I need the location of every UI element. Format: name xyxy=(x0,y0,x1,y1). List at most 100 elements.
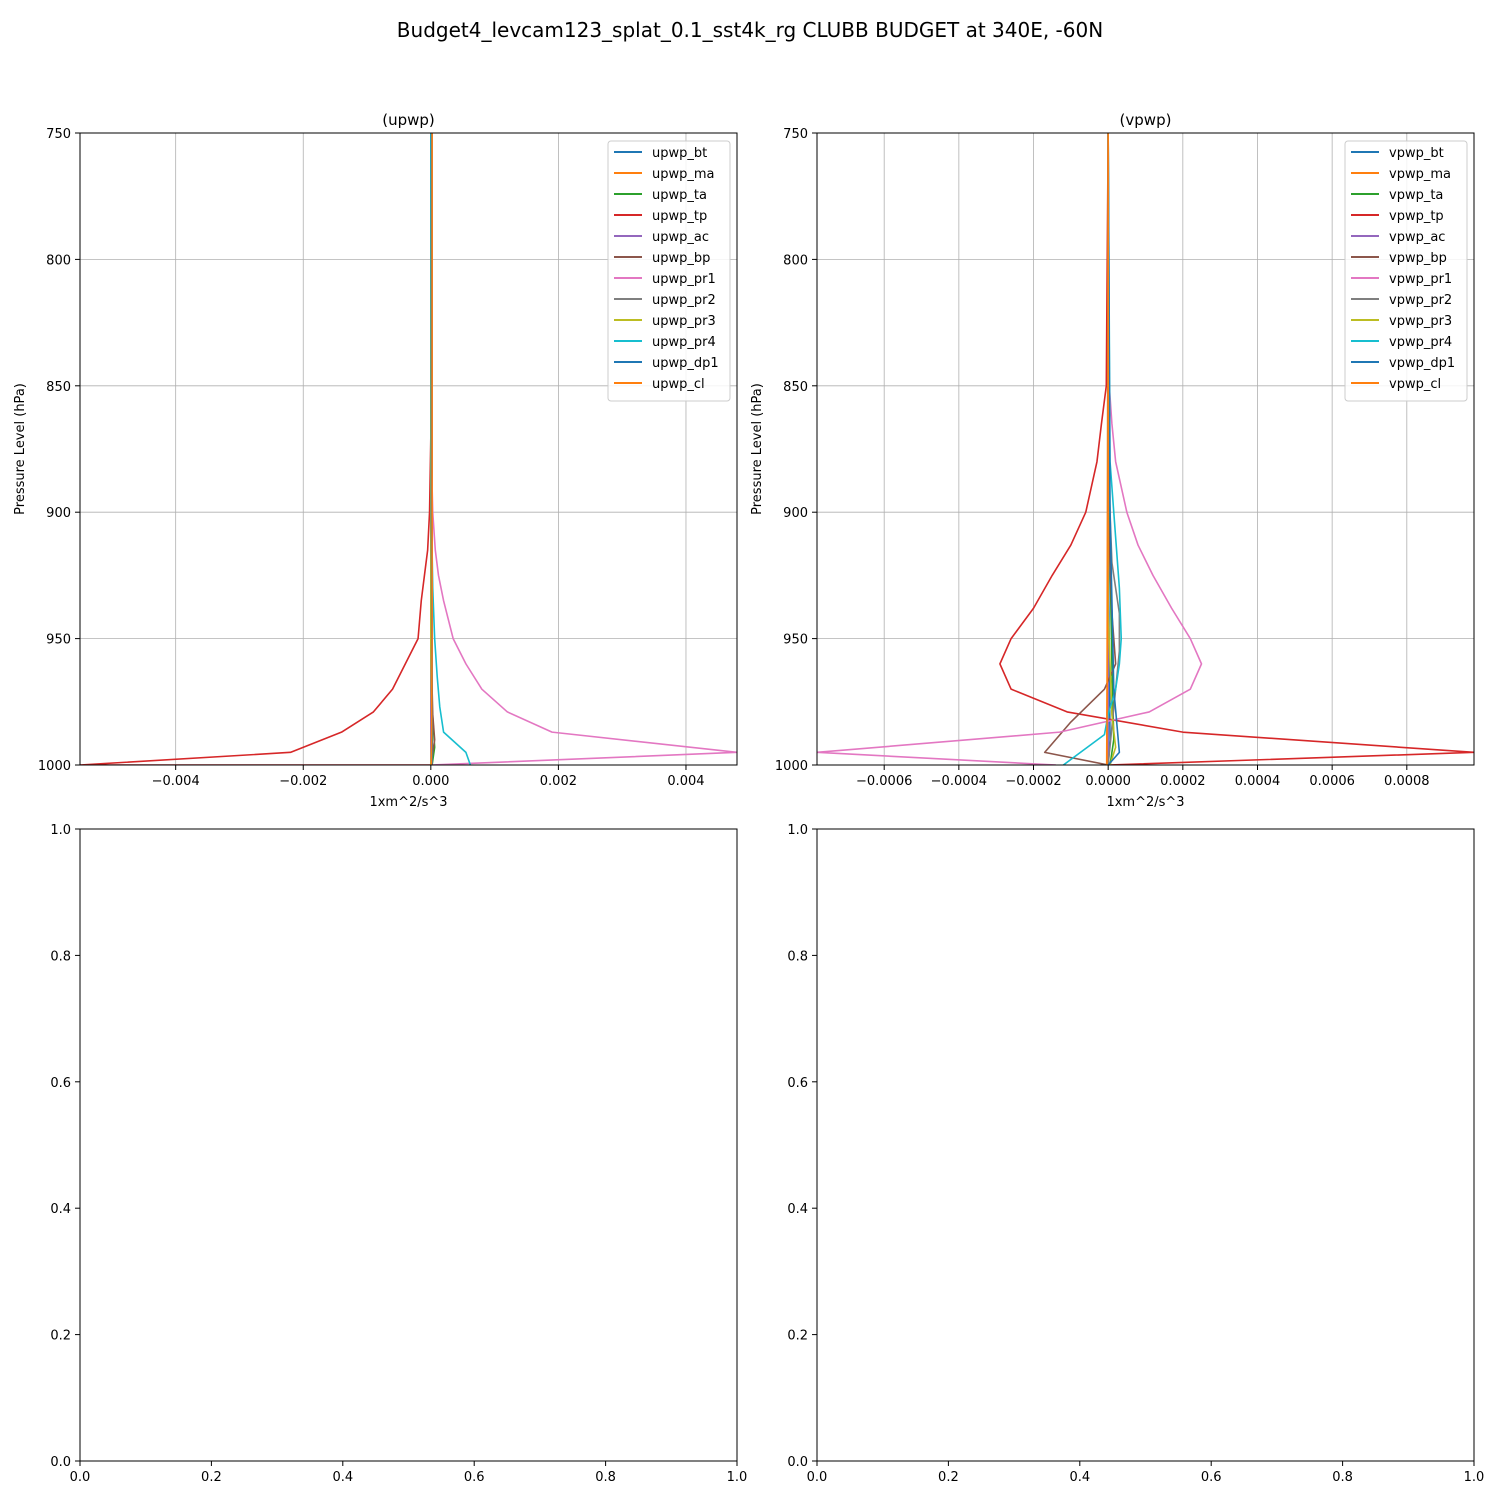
subplot-title: (upwp) xyxy=(382,111,435,129)
axes-frame xyxy=(79,828,738,1462)
x-tick-label: 1.0 xyxy=(727,1470,748,1485)
y-tick-label: 0.0 xyxy=(50,1455,71,1470)
series-group xyxy=(80,133,737,765)
x-tick-label: 0.4 xyxy=(332,1470,353,1485)
y-tick-label: 0.8 xyxy=(50,949,71,964)
y-tick-label: 1000 xyxy=(775,759,808,774)
y-tick-label: 0.8 xyxy=(787,949,808,964)
y-tick-label: 900 xyxy=(46,506,71,521)
legend-label: vpwp_pr3 xyxy=(1389,314,1452,329)
x-tick-label: −0.0004 xyxy=(931,774,987,789)
figure-title: Budget4_levcam123_splat_0.1_sst4k_rg CLU… xyxy=(397,18,1103,42)
x-tick-label: −0.002 xyxy=(279,774,327,789)
legend-label: upwp_pr4 xyxy=(652,335,716,350)
y-tick-label: 900 xyxy=(783,506,808,521)
subplot-1: −0.004 −0.002 0.000 0.002 0.004 750 800 850 900 9… xyxy=(13,111,738,810)
y-tick-label: 1000 xyxy=(38,759,71,774)
subplot-3: 0.0 0.2 0.4 0.6 0.8 1.0 0.0 0.2 0.4 0.6 0.8 1.0 xyxy=(50,823,747,1485)
legend-label: vpwp_ma xyxy=(1389,167,1451,182)
legend-label: upwp_ac xyxy=(652,230,709,245)
x-tick-label: −0.004 xyxy=(152,774,200,789)
legend-label: vpwp_dp1 xyxy=(1389,356,1455,371)
y-tick-label: 1.0 xyxy=(787,823,808,838)
x-tick-label: 0.2 xyxy=(201,1470,222,1485)
subplot-4: 0.0 0.2 0.4 0.6 0.8 1.0 0.0 0.2 0.4 0.6 0.8 1.0 xyxy=(787,823,1484,1485)
subplot-title: (vpwp) xyxy=(1120,111,1172,129)
legend-label: vpwp_tp xyxy=(1389,209,1444,224)
x-tick-label: −0.0006 xyxy=(856,774,912,789)
legend-label: upwp_pr3 xyxy=(652,314,716,329)
x-tick-label: 0.0006 xyxy=(1309,774,1355,789)
legend-label: vpwp_ta xyxy=(1389,188,1443,203)
series-group xyxy=(817,133,1474,765)
series-line-vpwp_dp1 xyxy=(1107,133,1121,765)
y-tick-label: 750 xyxy=(46,127,71,142)
axes-frame xyxy=(816,132,1475,766)
y-tick-label: 800 xyxy=(783,253,808,268)
y-tick-label: 800 xyxy=(46,253,71,268)
legend: upwp_bt upwp_ma upwp_ta upwp_tp upwp_ac upwp_… xyxy=(607,140,731,402)
y-axis-label: Pressure Level (hPa) xyxy=(750,383,765,515)
legend-box xyxy=(1344,140,1468,402)
legend-label: upwp_pr1 xyxy=(652,272,716,287)
y-axis-label: Pressure Level (hPa) xyxy=(13,383,28,515)
x-tick-label: 0.000 xyxy=(412,774,449,789)
x-tick-label: 0.004 xyxy=(667,774,704,789)
x-axis-label: 1xm^2/s^3 xyxy=(369,795,447,810)
x-tick-label: 1.0 xyxy=(1464,1470,1485,1485)
series-line-upwp_tp xyxy=(80,133,432,765)
series-line-upwp_cl xyxy=(430,133,433,765)
series-line-vpwp_pr1 xyxy=(817,133,1203,765)
y-tick-label: 850 xyxy=(46,380,71,395)
legend-label: upwp_dp1 xyxy=(652,356,719,371)
legend-label: vpwp_ac xyxy=(1389,230,1445,245)
y-tick-label: 0.6 xyxy=(787,1076,808,1091)
y-tick-label: 0.6 xyxy=(50,1076,71,1091)
x-axis-label: 1xm^2/s^3 xyxy=(1106,795,1184,810)
y-tick-label: 1.0 xyxy=(50,823,71,838)
legend-label: vpwp_pr1 xyxy=(1389,272,1452,287)
x-tick-label: 0.0 xyxy=(807,1470,828,1485)
x-tick-label: 0.0004 xyxy=(1235,774,1281,789)
x-tick-label: 0.0008 xyxy=(1384,774,1430,789)
legend-label: upwp_bt xyxy=(652,146,707,161)
x-tick-label: 0.0002 xyxy=(1160,774,1206,789)
subplots: −0.004 −0.002 0.000 0.002 0.004 750 800 850 900 9… xyxy=(13,111,1484,1485)
legend-box xyxy=(607,140,731,402)
x-tick-label: −0.0002 xyxy=(1005,774,1061,789)
x-tick-label: 0.8 xyxy=(1332,1470,1353,1485)
y-tick-label: 0.4 xyxy=(787,1202,808,1217)
x-tick-label: 0.0 xyxy=(70,1470,91,1485)
legend-label: upwp_tp xyxy=(652,209,707,224)
x-tick-label: 0.6 xyxy=(1201,1470,1222,1485)
legend-label: upwp_bp xyxy=(652,251,710,266)
legend-label: vpwp_bp xyxy=(1389,251,1447,266)
legend-label: upwp_ma xyxy=(652,167,715,182)
series-line-vpwp_cl xyxy=(1106,133,1109,765)
legend: vpwp_bt vpwp_ma vpwp_ta vpwp_tp vpwp_ac vpwp_… xyxy=(1344,140,1468,402)
legend-label: vpwp_pr4 xyxy=(1389,335,1452,350)
x-tick-label: 0.0000 xyxy=(1085,774,1131,789)
y-tick-label: 0.2 xyxy=(787,1329,808,1344)
axes-frame xyxy=(816,828,1475,1462)
x-tick-label: 0.002 xyxy=(540,774,577,789)
x-tick-label: 0.4 xyxy=(1069,1470,1090,1485)
legend-label: upwp_ta xyxy=(652,188,707,203)
subplot-2: −0.0006 −0.0004 −0.0002 0.0000 0.0002 0.0004 0… xyxy=(750,111,1475,810)
x-tick-label: 0.8 xyxy=(595,1470,616,1485)
y-tick-label: 950 xyxy=(46,633,71,648)
y-tick-label: 0.2 xyxy=(50,1329,71,1344)
x-tick-label: 0.2 xyxy=(938,1470,959,1485)
y-tick-label: 750 xyxy=(783,127,808,142)
y-tick-label: 950 xyxy=(783,633,808,648)
x-tick-label: 0.6 xyxy=(464,1470,485,1485)
legend-label: vpwp_cl xyxy=(1389,377,1441,392)
legend-label: vpwp_pr2 xyxy=(1389,293,1452,308)
axes-frame xyxy=(79,132,738,766)
series-line-vpwp_tp xyxy=(999,133,1474,765)
y-tick-label: 0.4 xyxy=(50,1202,71,1217)
legend-label: upwp_pr2 xyxy=(652,293,716,308)
y-tick-label: 850 xyxy=(783,380,808,395)
